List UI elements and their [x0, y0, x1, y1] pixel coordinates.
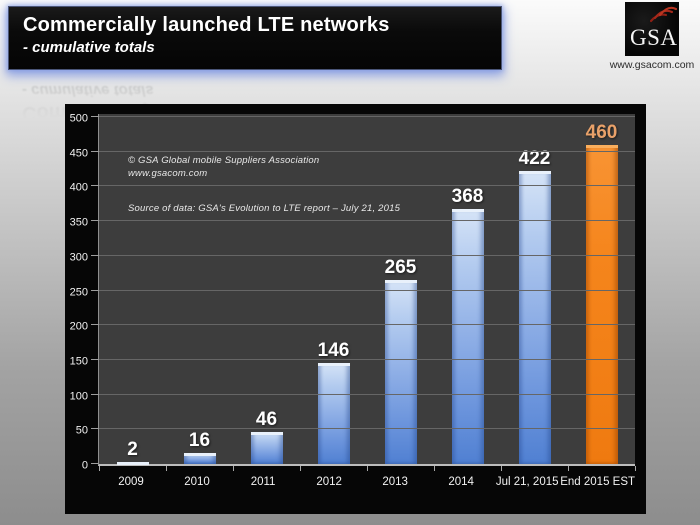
bar-value-label: 146: [317, 339, 350, 361]
copyright-line-2: www.gsacom.com: [128, 168, 208, 180]
logo-website: www.gsacom.com: [609, 59, 695, 71]
x-axis-labels: 2009 2010 2011 2012 2013 2014 Jul 21, 2015 End …: [98, 476, 635, 488]
y-tick-label: 50: [75, 424, 88, 437]
plot-area: © GSA Global mobile Suppliers Associatio…: [91, 114, 636, 471]
y-axis-tick: [91, 185, 99, 187]
y-tick-label: 0: [81, 459, 88, 472]
x-tick-label: 2009: [118, 476, 144, 488]
y-tick-label: 400: [69, 181, 88, 194]
x-tick-label: End 2015 EST: [560, 476, 636, 488]
bar-value-label: 265: [384, 257, 417, 279]
y-axis-tick: [91, 289, 99, 291]
source-annotation: Source of data: GSA's Evolution to LTE r…: [128, 203, 401, 214]
y-axis-tick: [91, 393, 99, 395]
bar: [451, 208, 484, 464]
bar-column: 368: [434, 114, 501, 464]
x-axis-tick: [367, 466, 368, 471]
y-axis-tick: [91, 116, 99, 117]
bar-value-label: 368: [451, 185, 484, 207]
x-tick-label: 2013: [382, 476, 408, 488]
gsa-logo-square: GSA: [625, 2, 679, 56]
header-reflection-subtitle: - cumulative totals: [22, 82, 154, 99]
gridline: [99, 150, 635, 152]
y-axis-labels: 0 50 100 150 200 250 300 350 400 450 500: [65, 112, 94, 471]
page-title: Commercially launched LTE networks: [23, 14, 390, 36]
signal-waves-icon: [650, 6, 677, 23]
y-tick-label: 500: [69, 112, 88, 125]
gridline: [99, 220, 635, 222]
bar: [317, 362, 350, 464]
x-axis-tick: [233, 466, 234, 471]
y-axis-tick: [91, 254, 99, 256]
gsa-logo: GSA www.gsacom.com: [606, 2, 698, 71]
header: Commercially launched LTE networks - cum…: [8, 6, 502, 70]
bar-value-label: 16: [188, 429, 211, 451]
y-axis-tick: [91, 358, 99, 360]
gsa-logo-text: GSA: [630, 25, 678, 50]
bar: [183, 452, 216, 464]
y-tick-label: 300: [69, 251, 88, 264]
bar-column: 46: [233, 114, 300, 464]
y-tick-label: 450: [69, 147, 88, 160]
gridline: [99, 358, 635, 360]
gridline: [99, 289, 635, 291]
y-tick-label: 350: [69, 216, 88, 229]
bar-value-label: 460: [585, 121, 618, 143]
copyright-annotation: © GSA Global mobile Suppliers Associatio…: [128, 154, 319, 181]
y-axis-tick: [91, 428, 99, 430]
bar: [585, 144, 618, 464]
gridline: [99, 393, 635, 395]
x-axis-tick: [99, 466, 100, 471]
bar: [116, 462, 149, 465]
bar-column: 460: [568, 114, 635, 464]
bar-value-label: 2: [127, 439, 138, 460]
y-tick-label: 150: [69, 355, 88, 368]
bar: [384, 280, 417, 464]
bar-value-label: 422: [518, 148, 551, 170]
gridline: [99, 428, 635, 430]
x-tick-label: 2012: [316, 476, 342, 488]
y-axis-tick: [91, 463, 99, 464]
y-tick-label: 250: [69, 286, 88, 298]
bar-column: 422: [501, 114, 568, 464]
y-tick-label: 100: [69, 390, 88, 403]
x-tick-label: 2010: [184, 476, 210, 488]
gridline: [99, 254, 635, 256]
x-axis-tick: [635, 466, 636, 471]
y-axis-tick: [91, 220, 99, 222]
bar-column: 16: [166, 114, 233, 464]
bar: [518, 171, 551, 464]
x-tick-label: 2011: [250, 476, 276, 488]
bar: [250, 432, 283, 464]
x-axis-tick: [166, 466, 167, 471]
x-axis-tick: [434, 466, 435, 471]
bar-value-label: 46: [255, 409, 278, 431]
x-tick-label: Jul 21, 2015: [495, 476, 559, 488]
gridline: [99, 116, 635, 117]
y-axis-tick: [91, 150, 99, 152]
y-tick-label: 200: [69, 320, 88, 333]
x-axis-tick: [568, 466, 569, 471]
bars-container: 2 16 46 146 265 368 422 460: [99, 114, 635, 465]
x-tick-label: 2014: [448, 476, 474, 488]
bar-column: 2: [99, 114, 166, 465]
page-subtitle: - cumulative totals: [23, 39, 155, 56]
x-axis-tick: [300, 466, 301, 471]
bar-column: 146: [300, 114, 367, 464]
gridline: [99, 324, 635, 326]
copyright-line-1: © GSA Global mobile Suppliers Associatio…: [128, 155, 320, 166]
x-axis-tick: [501, 466, 502, 471]
y-axis-tick: [91, 324, 99, 326]
bar-column: 265: [367, 114, 434, 464]
chart-panel: 0 50 100 150 200 250 300 350 400 450 500 © GSA Glo…: [65, 104, 646, 514]
gridline: [99, 185, 635, 187]
